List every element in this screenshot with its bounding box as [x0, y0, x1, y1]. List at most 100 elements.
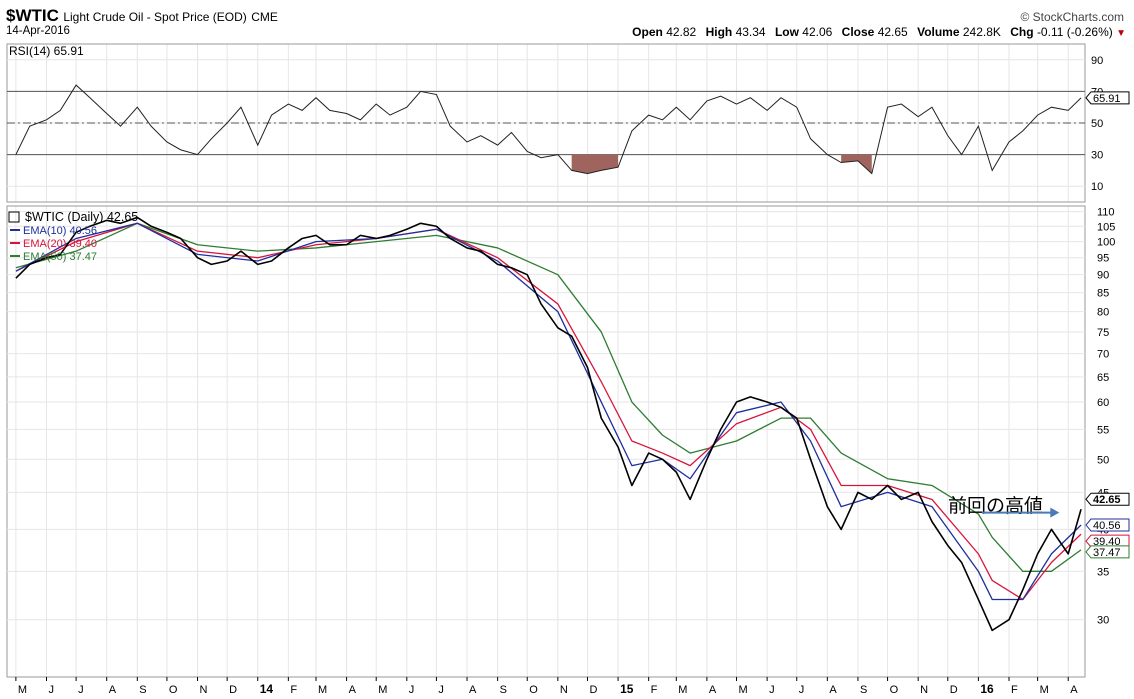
last-value-marker: [1085, 492, 1130, 506]
x-tick-label: N: [920, 684, 928, 696]
down-arrow-icon: ▼: [1116, 28, 1126, 39]
price-y-tick-label: 100: [1097, 237, 1115, 249]
low-value: 42.06: [802, 25, 833, 39]
description: Light Crude Oil - Spot Price (EOD): [63, 10, 247, 24]
series-line-ema50: [15, 222, 1082, 572]
x-tick-label: F: [290, 684, 297, 696]
price-y-tick-label: 75: [1097, 327, 1109, 339]
price-y-tick-label: 85: [1097, 288, 1109, 300]
price-y-tick-label: 95: [1097, 253, 1109, 265]
annotation-previous-high: 前回の高値: [948, 495, 1043, 517]
x-tick-label: A: [109, 684, 117, 696]
rsi-value-label: 65.91: [1093, 93, 1121, 105]
x-tick-label: F: [1011, 684, 1018, 696]
price-frame: [6, 205, 1086, 678]
x-tick-label: M: [378, 684, 387, 696]
x-tick-label: D: [950, 684, 958, 696]
price-y-tick-label: 105: [1097, 221, 1115, 233]
price-y-tick-label: 30: [1097, 615, 1109, 627]
price-y-tick-label: 80: [1097, 307, 1109, 319]
symbol: $WTIC: [6, 6, 59, 25]
x-axis: M J J A S O N D 14 F M A M J J A S O N D 15 F M A M J J A S O N D 16 F M A: [15, 677, 1078, 696]
chg-label: Chg: [1010, 25, 1034, 39]
x-tick-label: N: [200, 684, 208, 696]
rsi-y-tick-label: 10: [1091, 181, 1103, 193]
legend-entry: EMA(20) 39.40: [23, 238, 97, 250]
last-value-label: 40.56: [1093, 520, 1121, 532]
price-panel: 3035404550556065707580859095100105110$WT…: [6, 205, 1130, 678]
x-tick-label: J: [78, 684, 84, 696]
price-y-tick-label: 35: [1097, 566, 1109, 578]
legend-entry: EMA(10) 40.56: [23, 225, 97, 237]
x-tick-label: J: [438, 684, 444, 696]
legend-entry: EMA(50) 37.47: [23, 251, 97, 263]
x-tick-label: J: [769, 684, 775, 696]
x-tick-label: M: [678, 684, 687, 696]
x-tick-label: A: [349, 684, 357, 696]
x-tick-label: S: [860, 684, 867, 696]
high-value: 43.34: [735, 25, 766, 39]
x-tick-label: 16: [980, 682, 994, 696]
x-tick-label: O: [169, 684, 178, 696]
price-y-tick-label: 90: [1097, 270, 1109, 282]
x-tick-label: S: [139, 684, 146, 696]
rsi-series-line: [15, 84, 1082, 175]
x-tick-label: A: [709, 684, 717, 696]
volume-value: 242.8K: [962, 25, 1001, 39]
volume-label: Volume: [917, 25, 960, 39]
open-value: 42.82: [666, 25, 697, 39]
last-value-marker: [1085, 545, 1130, 559]
price-series-icon: [8, 211, 20, 223]
x-tick-label: S: [500, 684, 507, 696]
rsi-y-tick-label: 50: [1091, 118, 1103, 130]
price-y-tick-label: 65: [1097, 372, 1109, 384]
x-tick-label: M: [318, 684, 327, 696]
x-tick-label: M: [18, 684, 27, 696]
high-label: High: [705, 25, 733, 39]
x-tick-label: F: [651, 684, 658, 696]
last-value-label: 42.65: [1093, 494, 1121, 506]
x-tick-label: A: [469, 684, 477, 696]
x-tick-label: A: [829, 684, 837, 696]
chart-title: $WTIC Light Crude Oil - Spot Price (EOD)…: [6, 6, 278, 26]
x-tick-label: O: [890, 684, 899, 696]
open-label: Open: [632, 25, 663, 39]
price-title: $WTIC (Daily) 42.65: [25, 210, 138, 224]
series-line-wtic: [15, 216, 1082, 632]
series-line-ema10: [15, 222, 1082, 601]
x-tick-label: M: [739, 684, 748, 696]
price-y-tick-label: 70: [1097, 349, 1109, 361]
close-value: 42.65: [877, 25, 908, 39]
x-tick-label: 14: [260, 682, 274, 696]
chart-date: 14-Apr-2016: [6, 25, 70, 37]
close-label: Close: [841, 25, 875, 39]
x-tick-label: J: [409, 684, 415, 696]
last-value-marker: [1085, 518, 1130, 532]
x-tick-label: N: [560, 684, 568, 696]
rsi-y-tick-label: 30: [1091, 150, 1103, 162]
x-tick-label: D: [229, 684, 237, 696]
exchange: CME: [251, 10, 278, 24]
last-value-label: 39.40: [1093, 536, 1121, 548]
price-y-tick-label: 110: [1097, 207, 1115, 219]
rsi-title: RSI(14) 65.91: [9, 44, 84, 58]
x-tick-label: A: [1070, 684, 1078, 696]
x-tick-label: 15: [620, 682, 634, 696]
chart-header: $WTIC Light Crude Oil - Spot Price (EOD)…: [6, 4, 1130, 44]
rsi-value-marker: [1085, 91, 1130, 105]
annotation-arrow-head: [1050, 507, 1060, 518]
series-line-ema20: [15, 222, 1082, 601]
x-tick-label: O: [529, 684, 538, 696]
ohlc-stats: Open 42.82 High 43.34 Low 42.06 Close 42…: [626, 25, 1126, 39]
x-tick-label: D: [589, 684, 597, 696]
low-label: Low: [774, 25, 799, 39]
x-tick-label: J: [799, 684, 805, 696]
last-value-label: 37.47: [1093, 547, 1121, 559]
chg-value: -0.11 (-0.26%): [1036, 25, 1113, 39]
rsi-y-tick-label: 90: [1091, 55, 1103, 67]
price-y-tick-label: 55: [1097, 424, 1109, 436]
brand-link[interactable]: © StockCharts.com: [1020, 10, 1124, 24]
price-y-tick-label: 60: [1097, 397, 1109, 409]
